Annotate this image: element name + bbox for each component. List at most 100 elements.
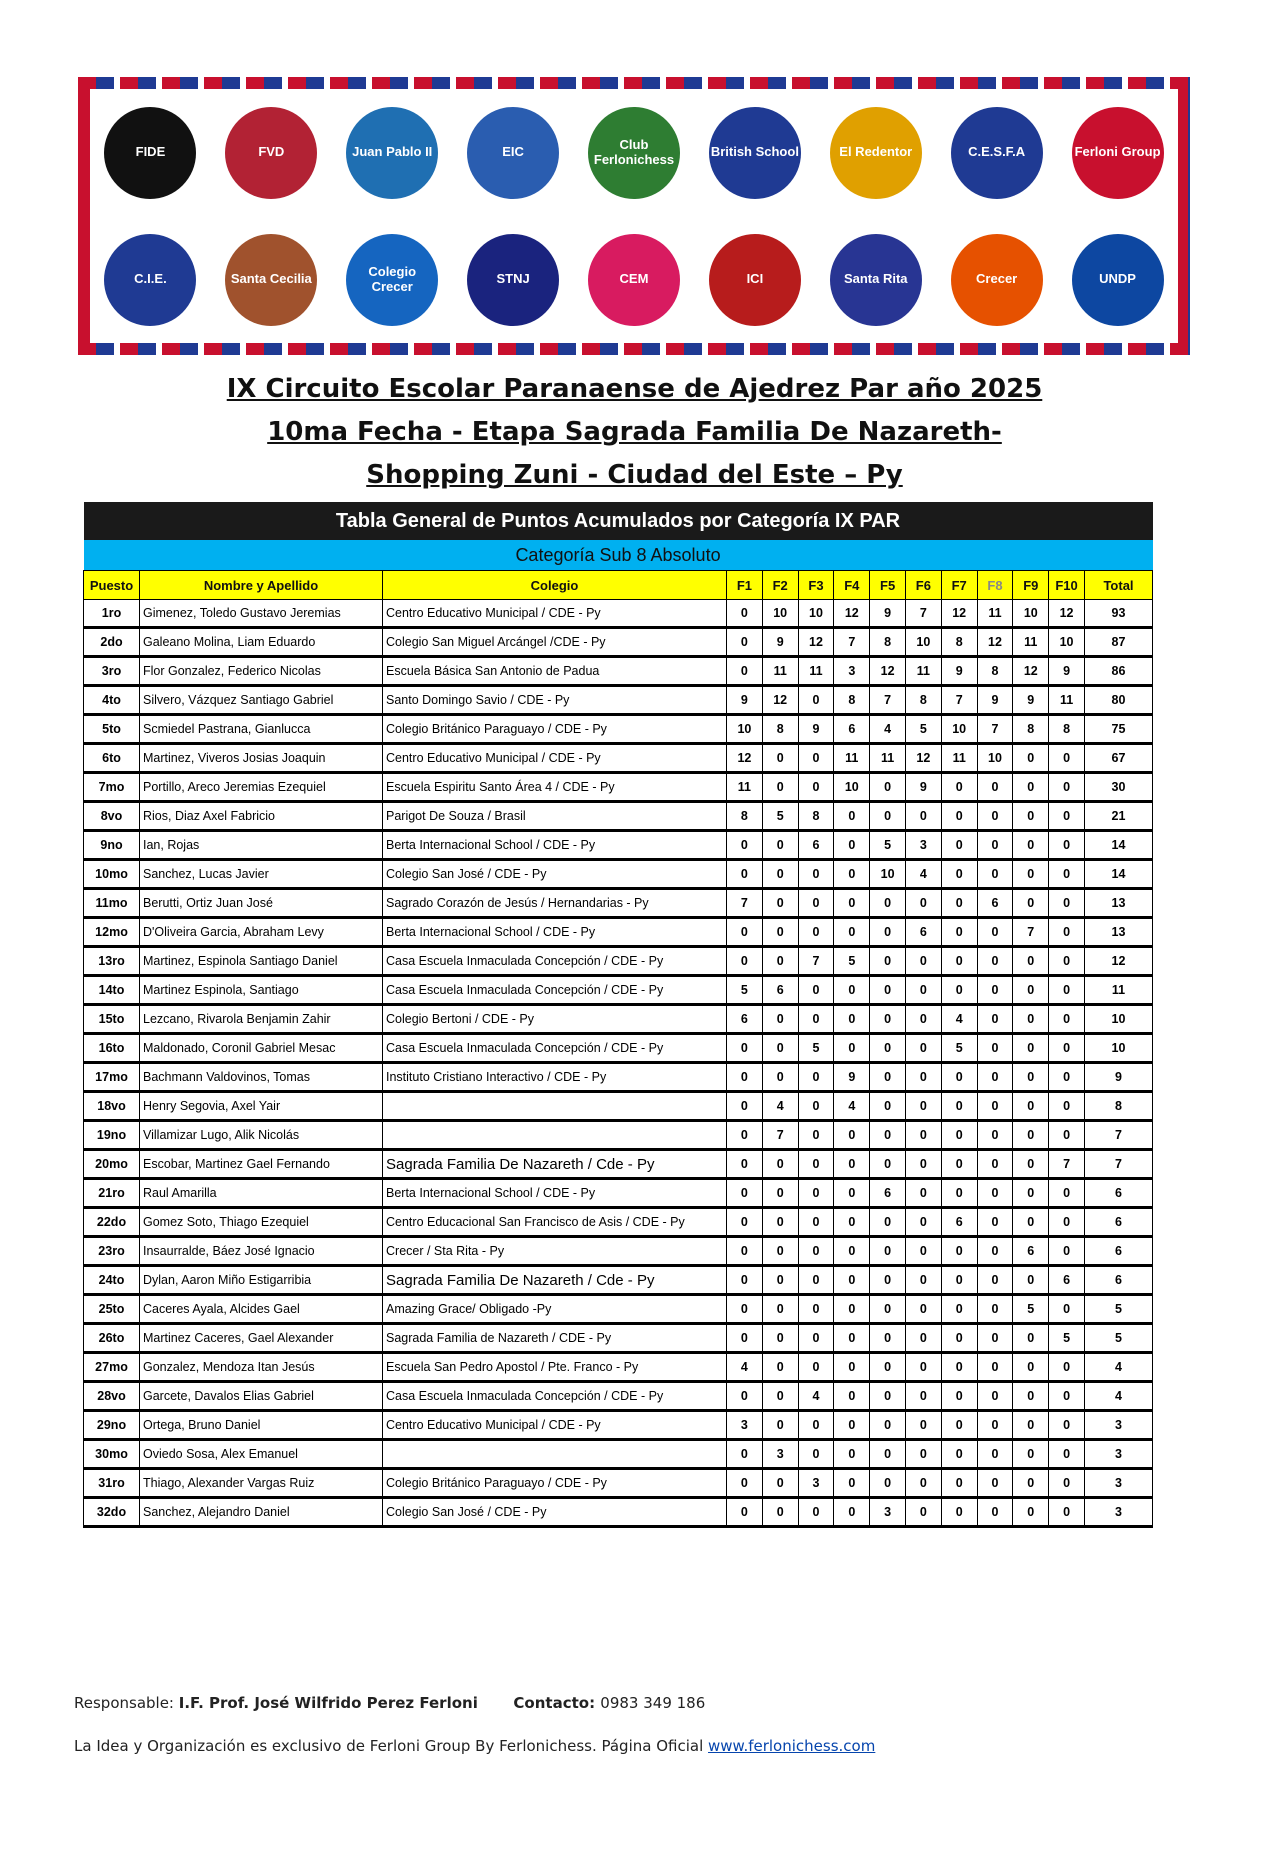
round-score-cell: 0 xyxy=(1012,743,1050,774)
round-score-cell: 0 xyxy=(1048,917,1085,948)
round-score-cell: 10 xyxy=(940,714,978,745)
sponsor-logo: FVD xyxy=(225,106,318,199)
round-score-cell: 0 xyxy=(726,656,763,687)
round-score-cell: 10 xyxy=(833,772,871,803)
round-score-cell: 7 xyxy=(797,946,835,977)
round-score-cell: 0 xyxy=(904,1265,942,1296)
column-header: F8 xyxy=(976,570,1014,600)
round-score-cell: 10 xyxy=(1012,599,1050,629)
school-cell: Colegio Británico Paraguayo / CDE - Py xyxy=(382,714,727,745)
round-score-cell: 0 xyxy=(869,1091,906,1122)
round-score-cell: 0 xyxy=(797,859,835,890)
round-score-cell: 3 xyxy=(869,1497,906,1528)
name-cell: Maldonado, Coronil Gabriel Mesac xyxy=(139,1033,383,1064)
round-score-cell: 0 xyxy=(761,1381,799,1412)
round-score-cell: 0 xyxy=(797,772,835,803)
sponsor-logo: Club Ferlonichess xyxy=(587,106,680,199)
round-score-cell: 4 xyxy=(761,1091,799,1122)
round-score-cell: 0 xyxy=(904,1004,942,1035)
round-score-cell: 0 xyxy=(976,801,1014,832)
name-cell: Berutti, Ortiz Juan José xyxy=(139,888,383,919)
round-score-cell: 0 xyxy=(761,743,799,774)
round-score-cell: 0 xyxy=(833,888,871,919)
round-score-cell: 5 xyxy=(726,975,763,1006)
round-score-cell: 0 xyxy=(1012,1004,1050,1035)
school-cell: Colegio San Miguel Arcángel /CDE - Py xyxy=(382,627,727,658)
responsible-line: Responsable: I.F. Prof. José Wilfrido Pe… xyxy=(74,1694,705,1712)
total-cell: 13 xyxy=(1083,917,1154,948)
title-line-3: Shopping Zuni - Ciudad del Este – Py xyxy=(366,460,903,490)
round-score-cell: 0 xyxy=(1048,1091,1085,1122)
round-score-cell: 0 xyxy=(1012,830,1050,861)
position-cell: 24to xyxy=(83,1265,140,1296)
round-score-cell: 0 xyxy=(976,1236,1014,1267)
round-score-cell: 0 xyxy=(1012,975,1050,1006)
position-cell: 32do xyxy=(83,1497,140,1528)
round-score-cell: 9 xyxy=(726,685,763,716)
name-cell: Martinez Espinola, Santiago xyxy=(139,975,383,1006)
organization-line: La Idea y Organización es exclusivo de F… xyxy=(74,1737,875,1755)
round-score-cell: 11 xyxy=(833,743,871,774)
website-link[interactable]: www.ferlonichess.com xyxy=(708,1737,876,1755)
total-cell: 80 xyxy=(1083,685,1154,716)
table-row: 10mo Sanchez, Lucas Javier Colegio San Jos… xyxy=(83,859,1154,890)
round-score-cell: 0 xyxy=(940,1323,978,1354)
round-score-cell: 0 xyxy=(797,1062,835,1093)
round-score-cell: 0 xyxy=(904,1323,942,1354)
round-score-cell: 5 xyxy=(761,801,799,832)
round-score-cell: 0 xyxy=(797,1265,835,1296)
round-score-cell: 11 xyxy=(976,599,1014,629)
round-score-cell: 4 xyxy=(797,1381,835,1412)
round-score-cell: 0 xyxy=(1048,1062,1085,1093)
round-score-cell: 3 xyxy=(833,656,871,687)
round-score-cell: 0 xyxy=(726,859,763,890)
total-cell: 13 xyxy=(1083,888,1154,919)
round-score-cell: 0 xyxy=(1012,888,1050,919)
table-row: 6to Martinez, Viveros Josias Joaquin Centr… xyxy=(83,743,1154,774)
round-score-cell: 0 xyxy=(976,1120,1014,1151)
round-score-cell: 0 xyxy=(904,1091,942,1122)
round-score-cell: 0 xyxy=(761,1178,799,1209)
sponsor-logo: Ferloni Group xyxy=(1071,106,1164,199)
column-header: F2 xyxy=(761,570,799,600)
name-cell: Portillo, Areco Jeremias Ezequiel xyxy=(139,772,383,803)
round-score-cell: 0 xyxy=(940,801,978,832)
sponsor-logo: Colegio Crecer xyxy=(346,233,439,326)
round-score-cell: 0 xyxy=(904,1236,942,1267)
round-score-cell: 11 xyxy=(940,743,978,774)
round-score-cell: 0 xyxy=(797,1091,835,1122)
round-score-cell: 7 xyxy=(833,627,871,658)
round-score-cell: 12 xyxy=(1048,599,1085,629)
table-row: 27mo Gonzalez, Mendoza Itan Jesús Escuela … xyxy=(83,1352,1154,1383)
table-row: 2do Galeano Molina, Liam Eduardo Colegio S… xyxy=(83,627,1154,658)
school-cell xyxy=(382,1091,727,1122)
total-cell: 6 xyxy=(1083,1207,1154,1238)
category-title: Categoría Sub 8 Absoluto xyxy=(83,540,1153,571)
column-header: Puesto xyxy=(83,570,140,600)
round-score-cell: 0 xyxy=(1012,1062,1050,1093)
round-score-cell: 0 xyxy=(726,1091,763,1122)
position-cell: 1ro xyxy=(83,599,140,629)
round-score-cell: 8 xyxy=(1012,714,1050,745)
round-score-cell: 0 xyxy=(976,1207,1014,1238)
school-cell: Berta Internacional School / CDE - Py xyxy=(382,830,727,861)
table-row: 22do Gomez Soto, Thiago Ezequiel Centro Ed… xyxy=(83,1207,1154,1238)
round-score-cell: 0 xyxy=(940,1497,978,1528)
round-score-cell: 0 xyxy=(869,888,906,919)
name-cell: Scmiedel Pastrana, Gianlucca xyxy=(139,714,383,745)
round-score-cell: 0 xyxy=(940,859,978,890)
school-cell: Parigot De Souza / Brasil xyxy=(382,801,727,832)
name-cell: Flor Gonzalez, Federico Nicolas xyxy=(139,656,383,687)
round-score-cell: 0 xyxy=(726,1294,763,1325)
round-score-cell: 0 xyxy=(904,1497,942,1528)
column-header: Nombre y Apellido xyxy=(139,570,383,600)
round-score-cell: 0 xyxy=(833,801,871,832)
round-score-cell: 9 xyxy=(797,714,835,745)
total-cell: 6 xyxy=(1083,1236,1154,1267)
round-score-cell: 0 xyxy=(726,830,763,861)
round-score-cell: 11 xyxy=(797,656,835,687)
sponsor-logo: Santa Cecilia xyxy=(225,233,318,326)
round-score-cell: 0 xyxy=(797,1439,835,1470)
round-score-cell: 0 xyxy=(833,1033,871,1064)
total-cell: 75 xyxy=(1083,714,1154,745)
